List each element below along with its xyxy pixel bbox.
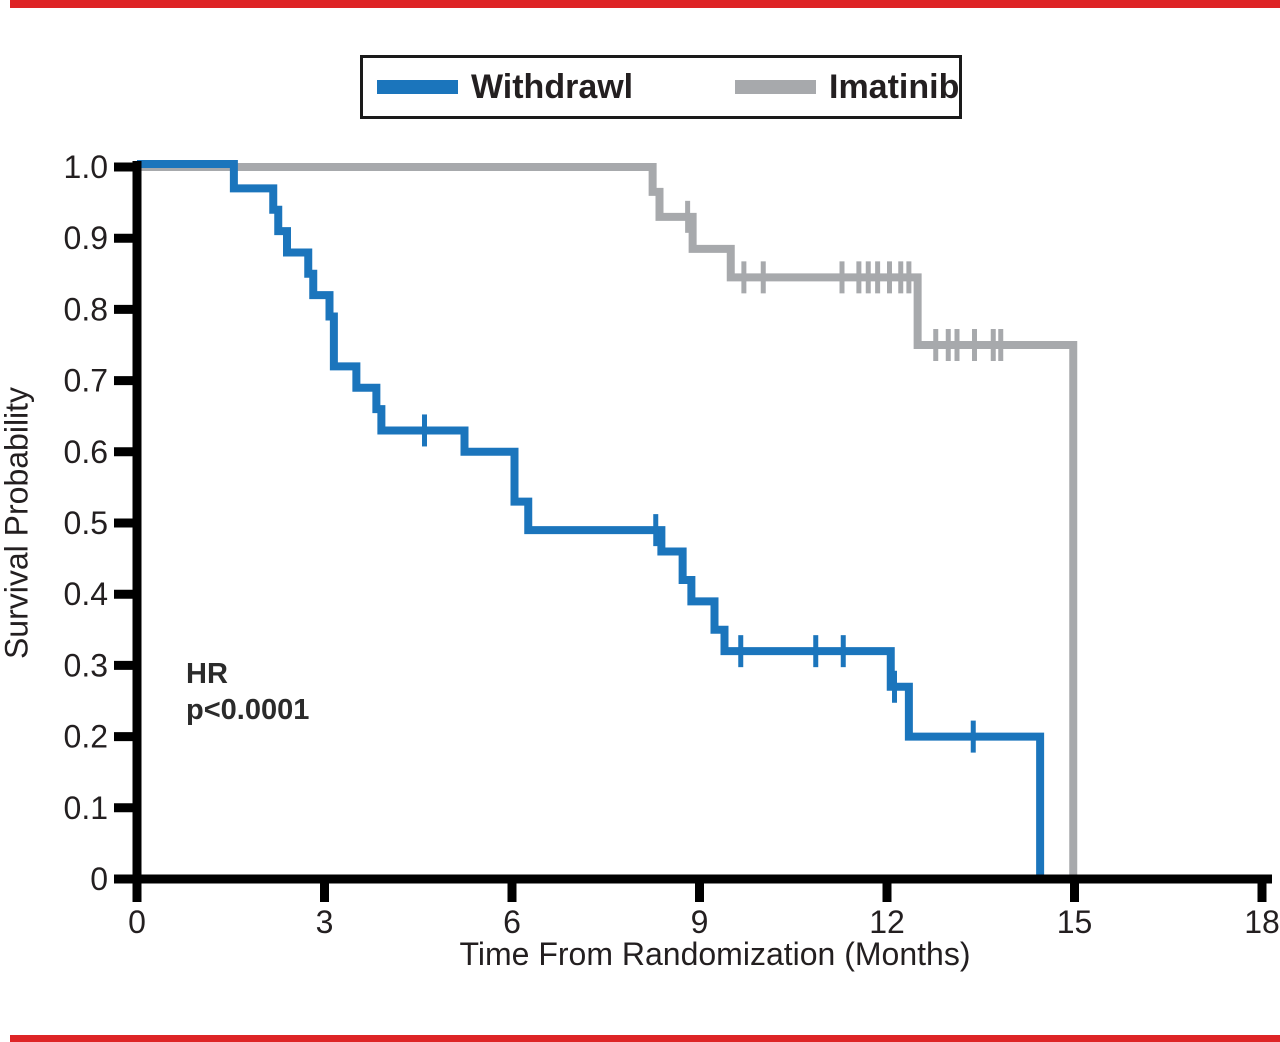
y-tick-label: 0.9 xyxy=(64,220,108,256)
x-tick-label: 3 xyxy=(316,904,334,940)
imatinib-color-swatch xyxy=(735,80,816,94)
y-tick-label: 0.4 xyxy=(64,576,108,612)
y-tick-label: 0.8 xyxy=(64,291,108,327)
y-tick-label: 1.0 xyxy=(64,149,108,185)
top-accent-bar xyxy=(10,0,1280,8)
hr-annotation: HR p<0.0001 xyxy=(186,656,309,728)
x-axis-title: Time From Randomization (Months) xyxy=(459,936,971,972)
legend-label-imatinib: Imatinib xyxy=(829,68,960,106)
bottom-accent-bar xyxy=(10,1035,1280,1042)
withdrawl-survival-curve xyxy=(137,160,1045,879)
x-tick-label: 12 xyxy=(869,904,905,940)
y-tick-label: 0.1 xyxy=(64,790,108,826)
y-tick-label: 0.2 xyxy=(64,719,108,755)
hr-annotation-line2: p<0.0001 xyxy=(186,694,310,726)
y-tick-label: 0.3 xyxy=(64,647,108,683)
x-tick-label: 0 xyxy=(128,904,146,940)
legend-item-imatinib: Imatinib xyxy=(735,70,959,104)
chart-legend: Withdrawl Imatinib xyxy=(360,55,962,119)
y-tick-label: 0.7 xyxy=(64,363,108,399)
x-tick-label: 18 xyxy=(1244,904,1280,940)
x-tick-label: 9 xyxy=(691,904,709,940)
y-tick-label: 0 xyxy=(90,861,108,897)
hr-annotation-line1: HR xyxy=(186,658,228,690)
legend-item-withdrawl: Withdrawl xyxy=(377,70,633,104)
legend-label-withdrawl: Withdrawl xyxy=(471,68,634,106)
y-tick-label: 0.6 xyxy=(64,434,108,470)
x-tick-label: 15 xyxy=(1057,904,1093,940)
withdrawl-color-swatch xyxy=(377,80,458,94)
y-tick-label: 0.5 xyxy=(64,505,108,541)
y-axis-title: Survival Probability xyxy=(0,386,35,660)
imatinib-survival-curve xyxy=(137,163,1078,879)
x-tick-label: 6 xyxy=(503,904,521,940)
